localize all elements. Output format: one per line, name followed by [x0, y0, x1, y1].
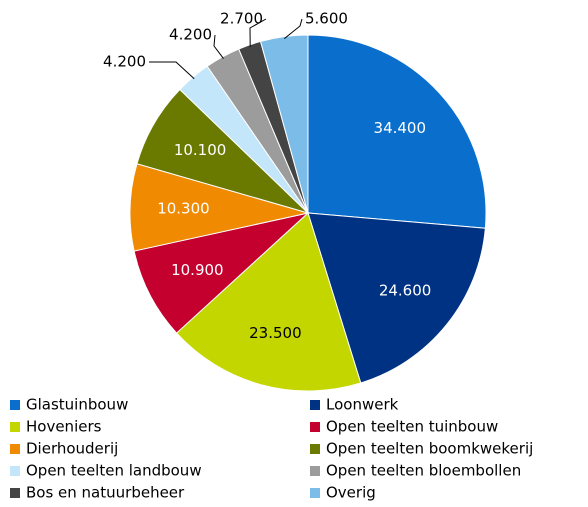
legend-label: Hoveniers: [26, 418, 102, 436]
data-label: 10.900: [171, 261, 224, 279]
data-label: 10.100: [174, 141, 227, 159]
legend-label: Open teelten bloembollen: [326, 462, 521, 480]
pie-slice: [133, 212, 310, 334]
data-label: 4.200: [103, 53, 146, 71]
pie-slice: [307, 212, 486, 384]
legend-swatch: [10, 444, 20, 454]
data-label: 4.200: [169, 26, 212, 44]
legend-label: Glastuinbouw: [26, 396, 128, 414]
pie-slice: [259, 34, 309, 214]
legend-swatch: [310, 488, 320, 498]
leader-line: [149, 61, 195, 80]
data-label: 2.700: [220, 10, 263, 28]
legend-label: Open teelten tuinbouw: [326, 418, 498, 436]
leader-line: [213, 34, 224, 59]
data-label: 34.400: [374, 119, 427, 137]
legend-label: Dierhouderij: [26, 440, 118, 458]
leader-line: [284, 18, 303, 39]
data-label: 23.500: [249, 324, 302, 342]
data-label: 24.600: [379, 282, 432, 300]
legend-swatch: [10, 422, 20, 432]
legend-swatch: [310, 444, 320, 454]
legend-label: Loonwerk: [326, 396, 399, 414]
data-label: 5.600: [305, 10, 348, 28]
pie-slice: [307, 34, 487, 229]
data-label: 10.300: [157, 199, 210, 217]
legend-label: Overig: [326, 484, 376, 502]
legend-label: Open teelten landbouw: [26, 462, 202, 480]
legend-swatch: [310, 466, 320, 476]
pie-slice: [175, 212, 362, 392]
legend-swatch: [10, 488, 20, 498]
legend-swatch: [10, 466, 20, 476]
leader-line: [249, 18, 267, 47]
legend-label: Bos en natuurbeheer: [26, 484, 185, 502]
legend-label: Open teelten boomkwekerij: [326, 440, 533, 458]
legend-swatch: [10, 400, 20, 410]
legend-swatch: [310, 422, 320, 432]
legend-swatch: [310, 400, 320, 410]
